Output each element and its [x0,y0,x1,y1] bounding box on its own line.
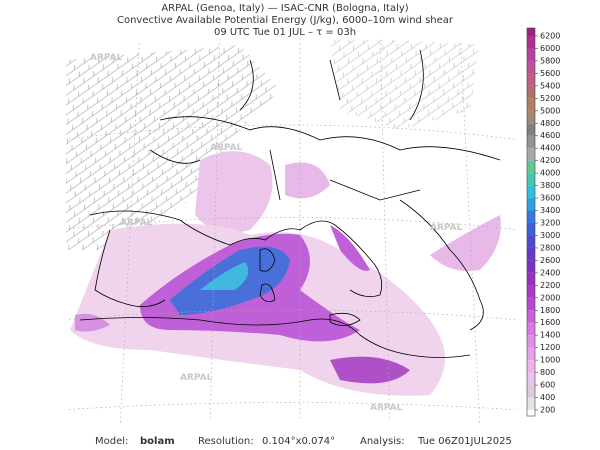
colorbar-swatch [527,185,535,199]
watermark: ARPAL [90,53,123,63]
colorbar-swatch [527,410,535,416]
map-area [66,38,515,425]
colorbar-label: 2400 [540,268,560,277]
watermark: ARPAL [180,373,213,383]
colorbar-swatch [527,322,535,336]
colorbar-label: 2000 [540,293,560,302]
header-line: Convective Available Potential Energy (J… [117,15,454,26]
colorbar-swatch [527,297,535,311]
footer-value: bolam [140,436,175,447]
colorbar-label: 2800 [540,243,560,252]
colorbar-label: 1600 [540,318,560,327]
colorbar-swatch [527,247,535,261]
colorbar-swatch [527,160,535,174]
footer-label: Resolution: [198,436,254,447]
colorbar-swatch [527,360,535,373]
colorbar-label: 1400 [540,331,560,340]
header-line: 09 UTC Tue 01 JUL – τ = 03h [214,27,356,38]
colorbar-label: 1200 [540,343,560,352]
colorbar-label: 5400 [540,81,560,90]
colorbar-swatch [527,60,535,74]
colorbar-swatch [527,36,535,49]
colorbar-swatch [527,135,535,149]
colorbar-swatch [527,210,535,223]
colorbar-label: 5000 [540,106,560,115]
watermark: ARPAL [430,223,463,233]
watermark: ARPAL [210,143,243,153]
footer-value: 0.104°x0.074° [262,436,335,447]
colorbar-label: 1800 [540,306,560,315]
colorbar-swatch [527,28,535,36]
colorbar-swatch [527,110,535,124]
colorbar-label: 600 [540,381,555,390]
colorbar-label: 200 [540,406,555,415]
colorbar-label: 2200 [540,281,560,290]
colorbar-swatch [527,272,535,286]
colorbar-label: 400 [540,393,555,402]
watermark: ARPAL [120,218,153,228]
colorbar-label: 4000 [540,169,560,178]
colorbar-label: 3600 [540,194,560,203]
colorbar-swatch [527,285,535,298]
colorbar-label: 6200 [540,32,560,41]
colorbar-label: 4400 [540,144,560,153]
colorbar-label: 1000 [540,356,560,365]
footer-label: Analysis: [360,436,405,447]
colorbar-swatch [527,310,535,323]
watermarks: ARPAL ARPAL ARPAL ARPAL ARPAL ARPAL [90,53,463,413]
colorbar-label: 800 [540,368,555,377]
header-line: ARPAL (Genoa, Italy) — ISAC-CNR (Bologna… [161,3,408,14]
footer-label: Model: [95,436,128,447]
colorbar-swatch [527,235,535,248]
colorbar-label: 2600 [540,256,560,265]
colorbar-label: 4200 [540,156,560,165]
colorbar-label: 3000 [540,231,560,240]
colorbar: 200 400 600 800 1000 1200 1400 1600 1800 2000 2200… [526,27,560,417]
colorbar-swatch [527,123,535,136]
colorbar-swatch [527,347,535,361]
colorbar-label: 5600 [540,69,560,78]
colorbar-swatch [527,223,535,236]
colorbar-label: 3800 [540,181,560,190]
colorbar-label: 6000 [540,44,560,53]
colorbar-swatch [527,372,535,386]
watermark: ARPAL [370,403,403,413]
footer-value: Tue 06Z01JUL2025 [417,436,512,447]
colorbar-swatch [527,173,535,186]
colorbar-label: 3200 [540,219,560,228]
colorbar-swatch [527,85,535,99]
colorbar-swatch [527,148,535,161]
colorbar-swatch [527,198,535,211]
colorbar-label: 4800 [540,119,560,128]
colorbar-swatch [527,260,535,273]
colorbar-swatch [527,397,535,410]
colorbar-swatch [527,48,535,61]
colorbar-swatch [527,385,535,398]
colorbar-frame [526,27,536,417]
colorbar-label: 4600 [540,131,560,140]
colorbar-label: 5200 [540,94,560,103]
colorbar-swatch [527,335,535,348]
colorbar-label: 5800 [540,56,560,65]
colorbar-swatch [527,73,535,86]
colorbar-swatch [527,98,535,111]
colorbar-label: 3400 [540,206,560,215]
